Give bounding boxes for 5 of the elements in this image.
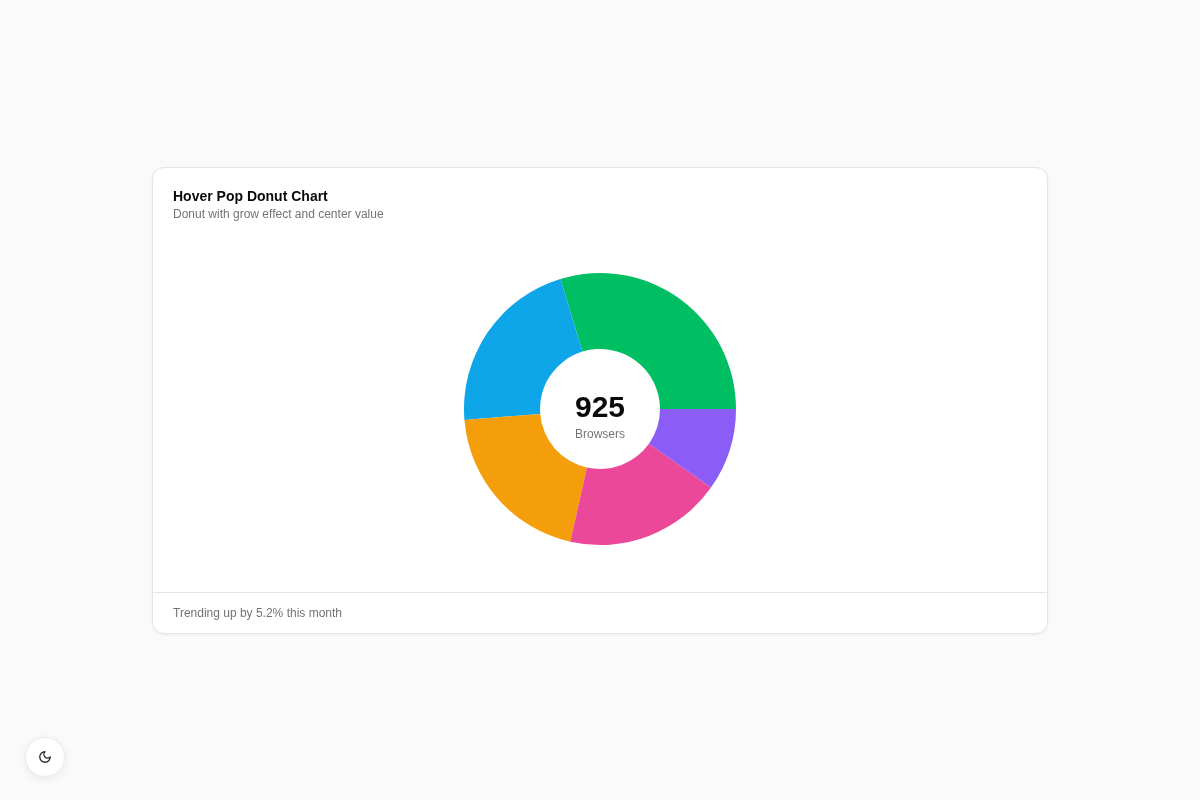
text: Hover Pop Donut Chart [173, 187, 328, 205]
text: Browsers [574, 427, 625, 441]
text: Trending up by 5.2% this month [173, 605, 342, 621]
text: 925 [574, 390, 626, 424]
text: Donut with grow effect and center value [173, 206, 384, 222]
